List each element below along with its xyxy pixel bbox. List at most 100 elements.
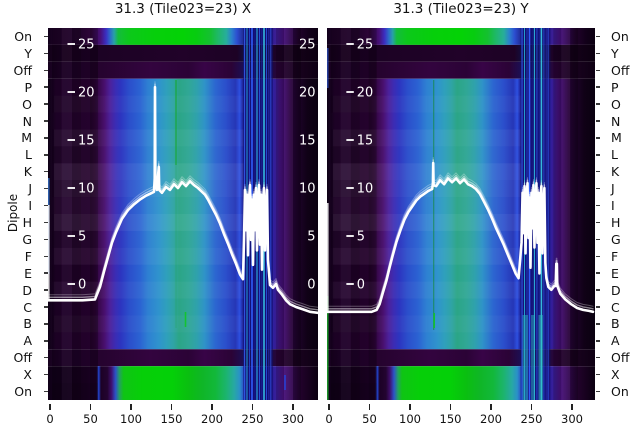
row-label-left: J: [28, 181, 32, 197]
row-label-left: F: [24, 248, 32, 264]
x-tick-label: 150: [439, 412, 462, 426]
x-tick-label: 0: [46, 412, 54, 426]
row-label-right: K: [611, 164, 620, 180]
x-tick-label: 100: [399, 412, 421, 426]
row-label-right: E: [611, 265, 619, 281]
power-curve: [327, 159, 594, 310]
row-tick-mark: [44, 86, 48, 88]
x-tick-label: 200: [201, 412, 223, 426]
row-label-right: P: [611, 79, 619, 95]
row-tick-mark: [595, 103, 600, 105]
y-tick-label-right: 5: [307, 230, 315, 245]
x-tick-mark: [530, 404, 533, 410]
x-tick-label: 250: [241, 412, 264, 426]
row-label-right: J: [611, 181, 615, 197]
row-label-right: Off: [611, 350, 630, 366]
row-tick-mark: [595, 255, 600, 258]
row-tick-mark: [595, 390, 600, 393]
row-label-left: Off: [13, 62, 32, 78]
heatmap-panel-y: 25 20 15 10 5 0: [327, 28, 595, 400]
row-tick-mark: [595, 69, 600, 72]
row-label-left: B: [23, 316, 32, 332]
x-tick-mark: [328, 404, 330, 410]
row-tick-mark: [44, 373, 48, 376]
row-label-left: P: [24, 79, 32, 95]
y-tick-label-right: 20: [299, 86, 316, 101]
heatmap-panel-x: 25 25 20 20 15 15 10 10 5 5 0 0: [48, 28, 318, 400]
row-tick-mark: [595, 272, 600, 274]
row-label-left: Off: [13, 350, 32, 366]
row-label-right: F: [611, 248, 619, 264]
y-tick-label: 10: [357, 181, 373, 196]
row-label-left: X: [23, 367, 32, 383]
x-tick-label: 50: [83, 412, 98, 426]
y-tick-label: 10: [78, 182, 95, 197]
row-tick-mark: [595, 52, 600, 55]
power-curve: [48, 81, 318, 308]
row-tick-mark: [44, 323, 48, 325]
x-tick-mark: [571, 404, 573, 410]
row-tick-mark: [44, 289, 48, 291]
row-tick-mark: [44, 137, 48, 139]
row-label-right: Off: [611, 62, 630, 78]
row-tick-mark: [595, 373, 600, 376]
row-label-right: O: [611, 96, 621, 112]
y-tick-label: 25: [78, 38, 95, 53]
row-tick-mark: [44, 35, 48, 38]
row-tick-mark: [44, 69, 48, 72]
row-tick-mark: [44, 154, 48, 156]
row-label-right: On: [611, 28, 629, 44]
row-tick-mark: [595, 238, 600, 241]
x-tick-label: 250: [520, 412, 543, 426]
row-label-left: M: [21, 130, 32, 146]
row-label-right: C: [611, 299, 620, 315]
row-tick-mark: [44, 103, 48, 105]
row-tick-mark: [595, 120, 600, 122]
x-tick-label: 300: [282, 412, 304, 426]
row-label-left: K: [23, 164, 32, 180]
row-tick-mark: [44, 255, 48, 258]
row-label-left: On: [14, 28, 32, 44]
row-label-right: Y: [611, 45, 619, 61]
row-label-left: On: [14, 384, 32, 400]
row-tick-mark: [595, 187, 600, 190]
row-label-right: M: [611, 130, 622, 146]
x-tick-label: 50: [362, 412, 377, 426]
x-tick-mark: [368, 404, 371, 410]
x-tick-label: 300: [561, 412, 583, 426]
x-tick-label: 200: [480, 412, 502, 426]
y-tick-label: 15: [78, 134, 95, 149]
row-tick-mark: [44, 120, 48, 122]
x-tick-mark: [89, 404, 92, 410]
y-tick-label: 0: [78, 278, 86, 293]
row-tick-mark: [595, 323, 600, 325]
row-tick-mark: [44, 238, 48, 241]
row-tick-mark: [44, 221, 48, 224]
row-tick-mark: [44, 306, 48, 308]
row-label-right: A: [611, 333, 620, 349]
y-tick-label: 5: [78, 230, 86, 245]
row-tick-mark: [595, 154, 600, 156]
x-tick-label: 100: [120, 412, 142, 426]
x-tick-mark: [49, 404, 51, 410]
y-tick-label-right: 0: [307, 278, 315, 293]
row-tick-mark: [595, 289, 600, 291]
power-curve: [48, 83, 318, 311]
row-label-left: O: [22, 96, 32, 112]
x-tick-mark: [490, 404, 492, 410]
row-tick-mark: [44, 272, 48, 274]
row-label-left: L: [25, 147, 32, 163]
row-label-left: I: [28, 198, 32, 214]
row-tick-mark: [44, 52, 48, 55]
heatmap-svg: 25 25 20 20 15 15 10 10 5 5 0 0: [48, 28, 318, 400]
row-tick-mark: [44, 356, 48, 359]
row-tick-mark: [595, 204, 600, 207]
row-tick-mark: [595, 340, 600, 342]
row-label-right: I: [611, 198, 615, 214]
row-label-right: D: [611, 282, 621, 298]
y-tick-label: 5: [357, 229, 365, 244]
row-label-left: H: [22, 214, 32, 230]
row-tick-mark: [595, 86, 600, 88]
row-tick-mark: [595, 356, 600, 359]
